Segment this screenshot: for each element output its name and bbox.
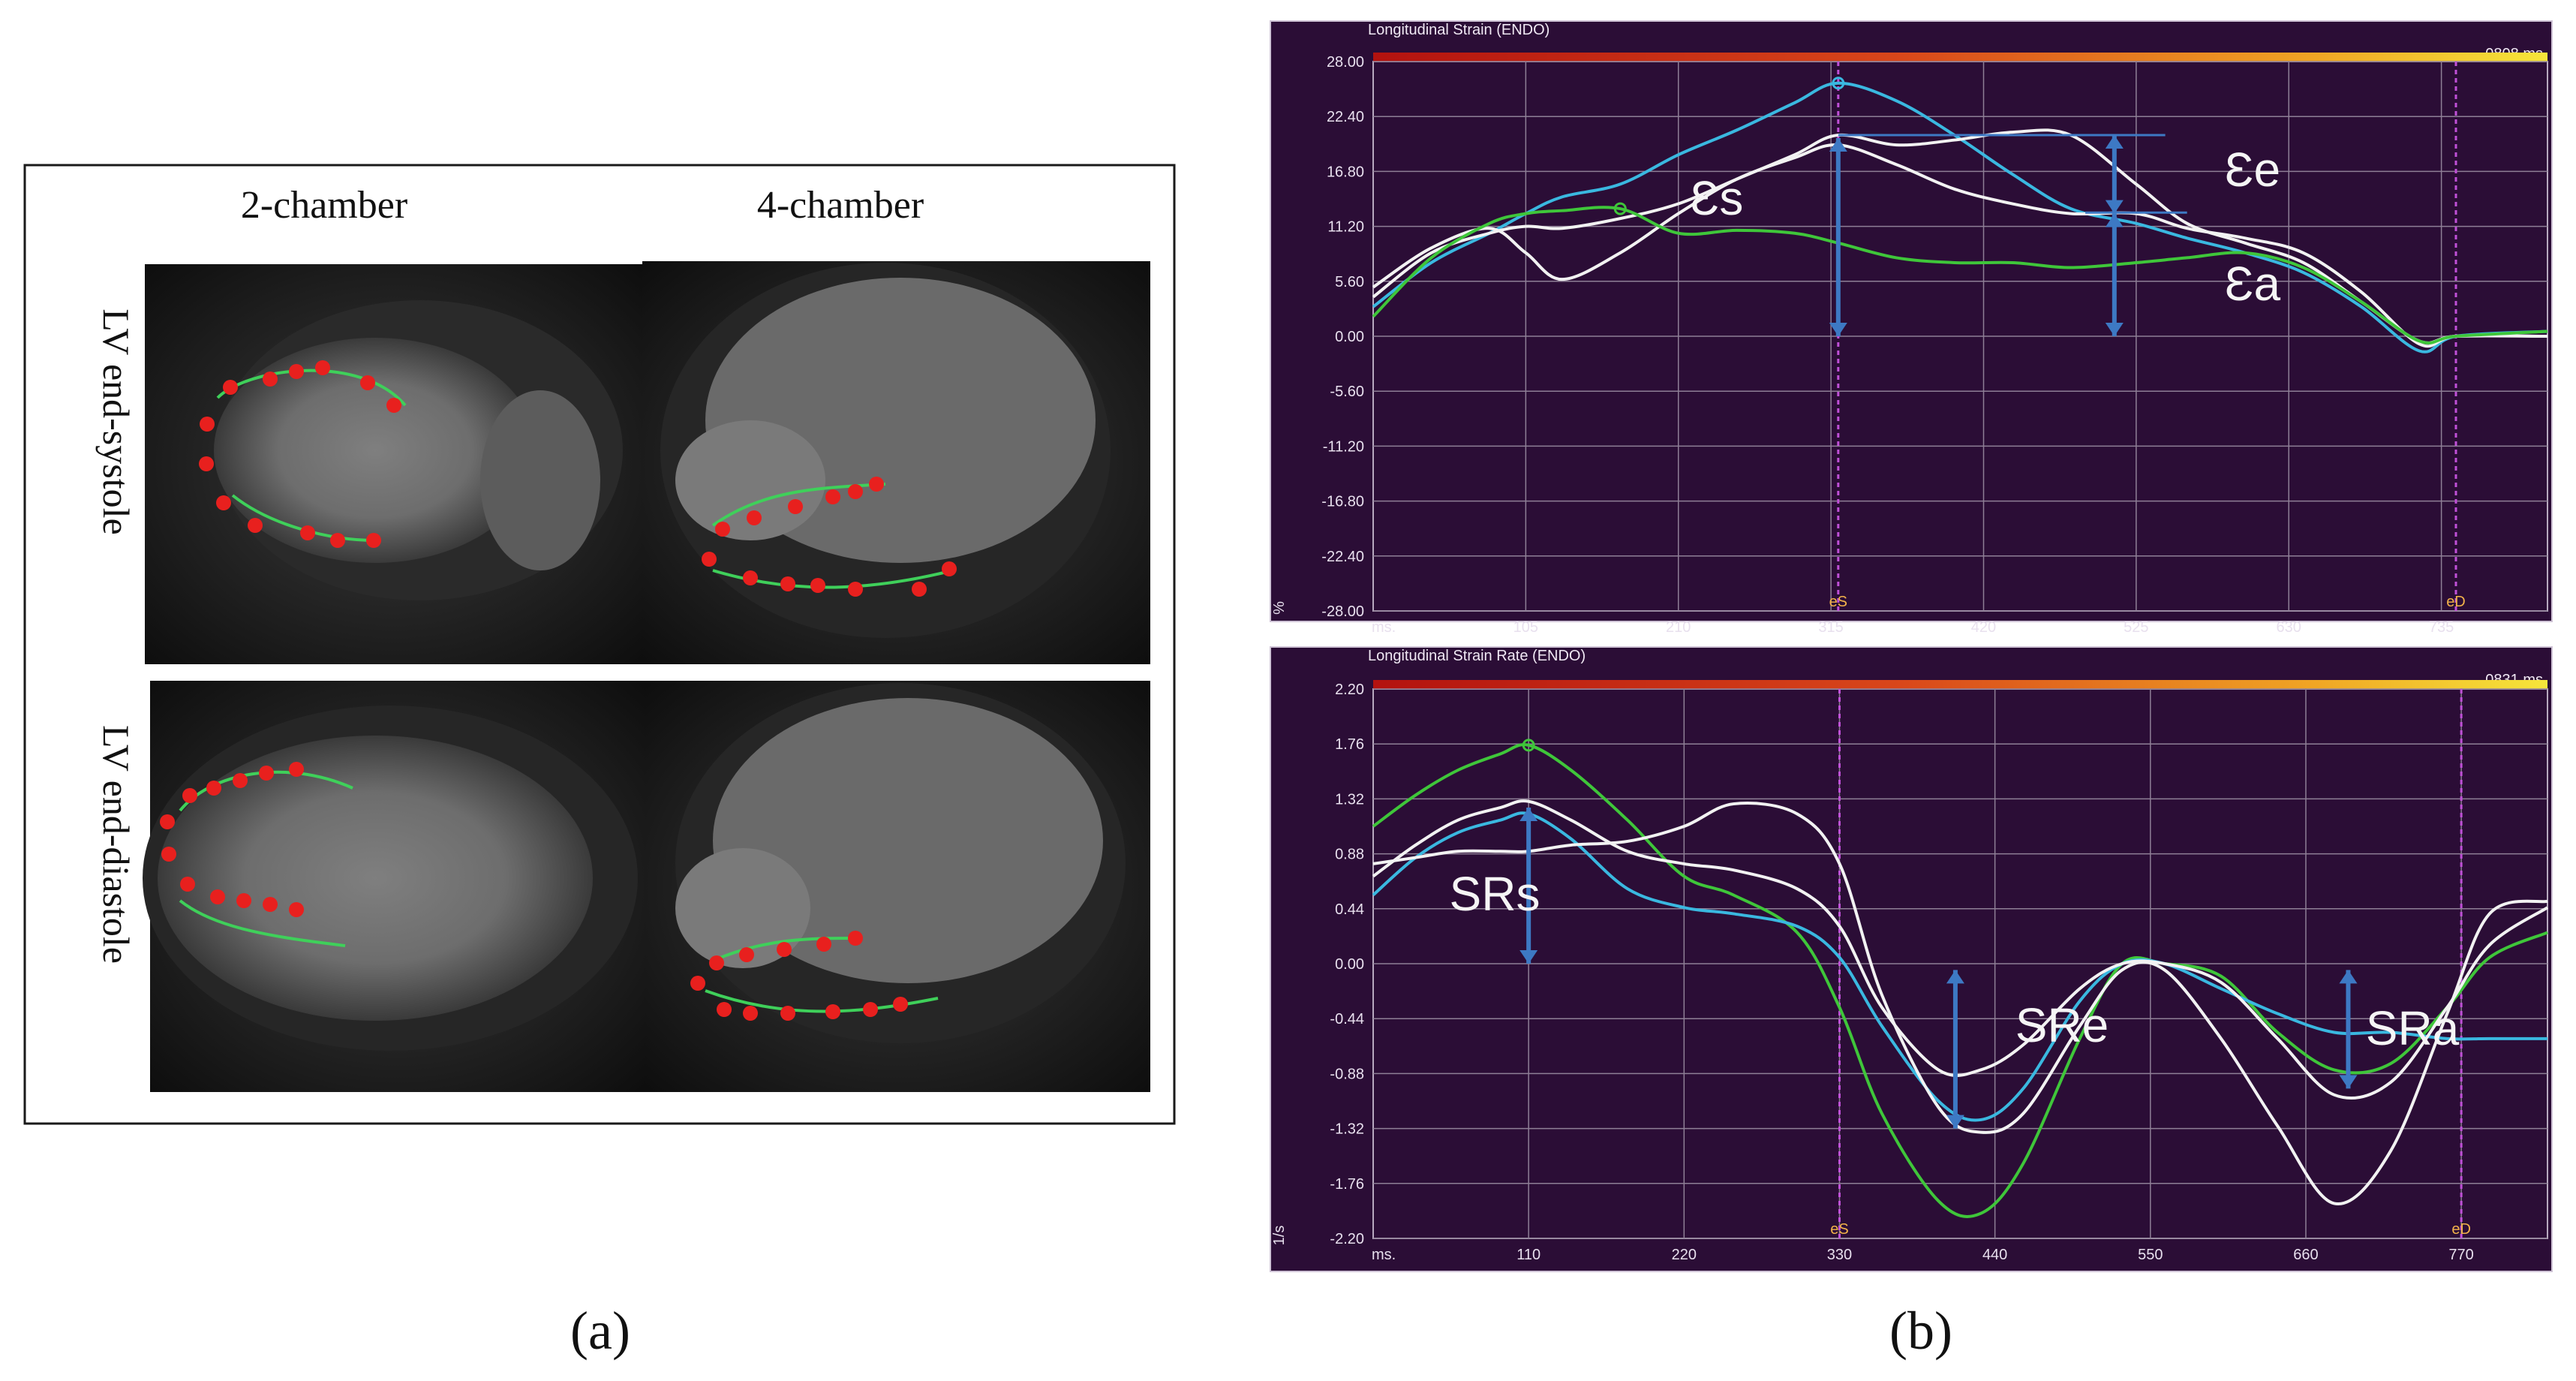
arrow-head: [2105, 135, 2124, 149]
y-tick-label: 1.32: [1335, 791, 1364, 808]
chart-title: Longitudinal Strain Rate (ENDO): [1368, 648, 1586, 664]
y-tick-label: -0.44: [1330, 1011, 1364, 1027]
x-axis-label: ms.: [1372, 1247, 1396, 1263]
x-tick-label: 330: [1827, 1247, 1852, 1263]
arrow-head: [1829, 323, 1847, 336]
plot-area: [1372, 61, 2548, 612]
peak-marker: [1832, 77, 1845, 90]
y-tick-label: 0.44: [1335, 901, 1364, 918]
x-tick-label: 770: [2448, 1247, 2473, 1263]
row-label-end-diastole: LV end-diastole: [95, 725, 137, 964]
x-tick-label: 440: [1982, 1247, 2007, 1263]
series-line-white-1: [1372, 799, 2549, 1100]
annotation-label: SRe: [2015, 998, 2109, 1052]
chart-background: [1270, 646, 2553, 1272]
row-label-end-systole: LV end-systole: [95, 308, 137, 534]
event-marker-label: eS: [1829, 594, 1847, 610]
event-marker-label: eD: [2451, 1221, 2471, 1238]
series-line-white-2: [1372, 143, 2548, 348]
arrow-head: [2105, 323, 2124, 336]
panel-a-caption: (a): [570, 1301, 630, 1361]
y-tick-label: -1.76: [1330, 1176, 1364, 1193]
annotation-label: Ɛs: [1691, 171, 1744, 225]
y-tick-label: -5.60: [1330, 384, 1364, 400]
y-tick-label: 28.00: [1327, 54, 1364, 71]
y-tick-label: 11.20: [1327, 219, 1364, 236]
panel-a: 2-chamber 4-chamber LV end-systole LV en…: [23, 164, 1176, 1361]
series-line-green: [1372, 743, 2548, 1219]
panel-b-caption: (b): [1889, 1301, 1952, 1361]
x-tick-label: 735: [2429, 619, 2454, 636]
image-2ch-systole: [145, 264, 642, 664]
x-axis-label: ms.: [1372, 619, 1396, 636]
annotation-label: SRs: [1450, 867, 1540, 921]
y-tick-label: 2.20: [1335, 681, 1364, 698]
y-tick-label: 0.00: [1335, 329, 1364, 345]
y-tick-label: -0.88: [1330, 1066, 1364, 1082]
y-tick-label: -1.32: [1330, 1121, 1364, 1138]
plot-area: [1372, 688, 2548, 1239]
y-tick-label: -16.80: [1321, 494, 1364, 510]
x-tick-label: 210: [1666, 619, 1691, 636]
x-tick-label: 660: [2293, 1247, 2318, 1263]
color-bar: [1373, 53, 2547, 62]
x-tick-label: 630: [2277, 619, 2301, 636]
event-marker-label: eD: [2446, 594, 2466, 610]
x-tick-label: 220: [1672, 1247, 1697, 1263]
y-axis-label: %: [1271, 601, 1288, 615]
chart-title: Longitudinal Strain (ENDO): [1368, 22, 1550, 38]
chart-background: [1270, 20, 2553, 622]
x-tick-label: 105: [1513, 619, 1538, 636]
arrow-head: [1829, 137, 1847, 152]
annotation-label: Ɛa: [2225, 257, 2281, 311]
arrow-head: [1519, 808, 1538, 822]
arrow-head: [1946, 970, 1964, 984]
y-tick-label: 0.00: [1335, 956, 1364, 973]
color-bar: [1373, 680, 2547, 689]
y-tick-label: 16.80: [1327, 164, 1364, 180]
y-tick-label: 1.76: [1335, 736, 1364, 753]
y-tick-label: 22.40: [1327, 109, 1364, 125]
series-line-green: [1372, 206, 2548, 345]
arrow-head: [1519, 950, 1538, 964]
y-tick-label: -22.40: [1321, 549, 1364, 565]
image-4ch-systole: [642, 261, 1150, 664]
series-line-white-1: [1372, 128, 2548, 344]
y-tick-label: -11.20: [1323, 438, 1364, 455]
series-line-cyan: [1372, 81, 2548, 354]
peak-marker: [1522, 739, 1535, 752]
image-2ch-diastole: [143, 681, 645, 1092]
annotation-label: SRa: [2366, 1001, 2460, 1055]
x-tick-label: 550: [2138, 1247, 2163, 1263]
x-tick-label: 525: [2124, 619, 2148, 636]
annotation-label: Ɛe: [2225, 143, 2280, 197]
event-marker-label: eS: [1830, 1221, 1848, 1238]
y-tick-label: -28.00: [1321, 603, 1364, 620]
x-tick-label: 315: [1818, 619, 1843, 636]
x-tick-label: 420: [1971, 619, 1996, 636]
strain-chart: Longitudinal Strain (ENDO) 0808 ms 28.00 22…: [1270, 20, 2553, 636]
chart-time-label: 0831 ms: [2485, 672, 2543, 688]
x-tick-label: 110: [1516, 1247, 1540, 1263]
column-label-2-chamber: 2-chamber: [241, 184, 407, 227]
series-line-white-2: [1372, 802, 2548, 1205]
y-tick-label: 5.60: [1335, 274, 1364, 290]
arrow-head: [2339, 1075, 2358, 1089]
column-label-4-chamber: 4-chamber: [757, 184, 924, 227]
image-4ch-diastole: [645, 681, 1150, 1092]
y-axis-label: 1/s: [1271, 1226, 1288, 1246]
y-tick-label: -2.20: [1330, 1231, 1364, 1247]
chart-time-label: 0808 ms: [2485, 46, 2543, 62]
arrow-head: [2105, 200, 2124, 214]
arrow-head: [1946, 1115, 1964, 1129]
arrow-head: [2105, 213, 2124, 227]
peak-marker: [1613, 202, 1627, 215]
strain-rate-chart: Longitudinal Strain Rate (ENDO) 0831 ms 2.…: [1270, 646, 2553, 1272]
y-tick-label: 0.88: [1335, 847, 1364, 863]
series-line-cyan: [1372, 811, 2547, 1122]
arrow-head: [2339, 970, 2358, 984]
